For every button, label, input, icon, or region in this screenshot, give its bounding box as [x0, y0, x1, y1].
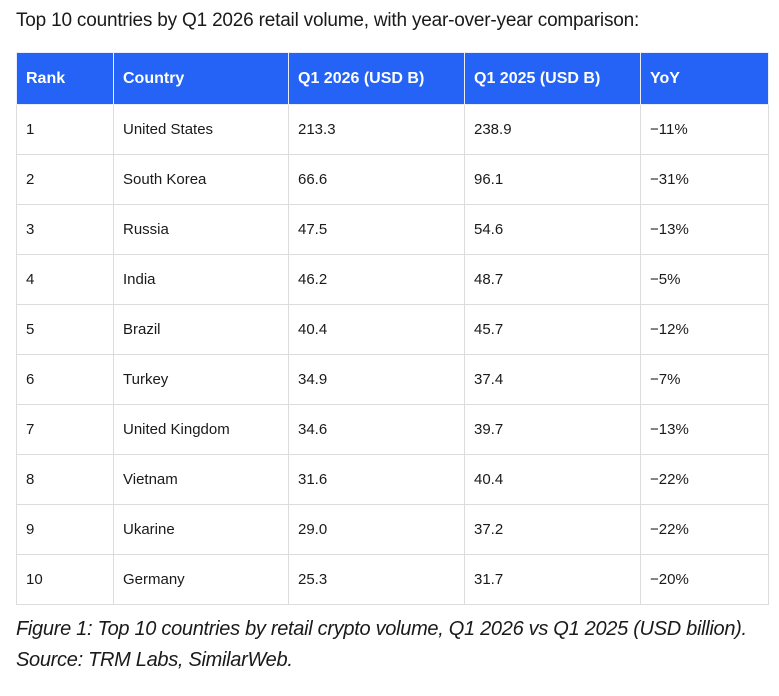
- cell-q1-2025: 40.4: [464, 454, 641, 505]
- column-header-q1-2025: Q1 2025 (USD B): [464, 52, 641, 105]
- cell-q1-2026: 31.6: [288, 454, 465, 505]
- cell-rank: 9: [16, 504, 114, 555]
- cell-q1-2025: 238.9: [464, 104, 641, 155]
- cell-q1-2026: 40.4: [288, 304, 465, 355]
- column-header-yoy: YoY: [640, 52, 769, 105]
- cell-rank: 3: [16, 204, 114, 255]
- table-row: 4 India 46.2 48.7 −5%: [16, 254, 769, 305]
- cell-rank: 6: [16, 354, 114, 405]
- cell-country: Russia: [113, 204, 289, 255]
- cell-q1-2026: 46.2: [288, 254, 465, 305]
- cell-country: Ukarine: [113, 504, 289, 555]
- table-row: 3 Russia 47.5 54.6 −13%: [16, 204, 769, 255]
- cell-q1-2026: 213.3: [288, 104, 465, 155]
- cell-yoy: −12%: [640, 304, 769, 355]
- cell-country: India: [113, 254, 289, 305]
- figure-caption: Figure 1: Top 10 countries by retail cry…: [16, 618, 747, 671]
- cell-q1-2025: 45.7: [464, 304, 641, 355]
- table-row: 2 South Korea 66.6 96.1 −31%: [16, 154, 769, 205]
- cell-q1-2026: 34.6: [288, 404, 465, 455]
- cell-yoy: −22%: [640, 454, 769, 505]
- cell-q1-2025: 96.1: [464, 154, 641, 205]
- table-row: 8 Vietnam 31.6 40.4 −22%: [16, 454, 769, 505]
- cell-q1-2025: 48.7: [464, 254, 641, 305]
- cell-q1-2025: 31.7: [464, 554, 641, 605]
- column-header-rank: Rank: [16, 52, 114, 105]
- intro-text: Top 10 countries by Q1 2026 retail volum…: [16, 10, 640, 31]
- cell-rank: 10: [16, 554, 114, 605]
- cell-yoy: −31%: [640, 154, 769, 205]
- cell-q1-2026: 25.3: [288, 554, 465, 605]
- cell-q1-2026: 66.6: [288, 154, 465, 205]
- column-header-country: Country: [113, 52, 289, 105]
- cell-rank: 1: [16, 104, 114, 155]
- cell-yoy: −13%: [640, 204, 769, 255]
- cell-country: Vietnam: [113, 454, 289, 505]
- cell-rank: 2: [16, 154, 114, 205]
- cell-country: United States: [113, 104, 289, 155]
- cell-yoy: −22%: [640, 504, 769, 555]
- column-header-q1-2026: Q1 2026 (USD B): [288, 52, 465, 105]
- cell-q1-2025: 37.2: [464, 504, 641, 555]
- country-volume-table: Rank Country Q1 2026 (USD B) Q1 2025 (USD B…: [16, 52, 769, 605]
- table-row: 9 Ukarine 29.0 37.2 −22%: [16, 504, 769, 555]
- cell-yoy: −7%: [640, 354, 769, 405]
- cell-rank: 4: [16, 254, 114, 305]
- cell-yoy: −11%: [640, 104, 769, 155]
- cell-q1-2025: 54.6: [464, 204, 641, 255]
- cell-country: United Kingdom: [113, 404, 289, 455]
- table-row: 1 United States 213.3 238.9 −11%: [16, 104, 769, 155]
- table-row: 7 United Kingdom 34.6 39.7 −13%: [16, 404, 769, 455]
- cell-country: South Korea: [113, 154, 289, 205]
- cell-q1-2025: 37.4: [464, 354, 641, 405]
- cell-country: Turkey: [113, 354, 289, 405]
- table-row: 6 Turkey 34.9 37.4 −7%: [16, 354, 769, 405]
- cell-yoy: −13%: [640, 404, 769, 455]
- cell-yoy: −20%: [640, 554, 769, 605]
- table-row: 10 Germany 25.3 31.7 −20%: [16, 554, 769, 605]
- cell-country: Brazil: [113, 304, 289, 355]
- table-row: 5 Brazil 40.4 45.7 −12%: [16, 304, 769, 355]
- cell-rank: 8: [16, 454, 114, 505]
- cell-country: Germany: [113, 554, 289, 605]
- cell-yoy: −5%: [640, 254, 769, 305]
- cell-q1-2025: 39.7: [464, 404, 641, 455]
- cell-q1-2026: 34.9: [288, 354, 465, 405]
- cell-q1-2026: 47.5: [288, 204, 465, 255]
- cell-rank: 5: [16, 304, 114, 355]
- table-header-row: Rank Country Q1 2026 (USD B) Q1 2025 (USD B…: [16, 52, 769, 105]
- cell-rank: 7: [16, 404, 114, 455]
- cell-q1-2026: 29.0: [288, 504, 465, 555]
